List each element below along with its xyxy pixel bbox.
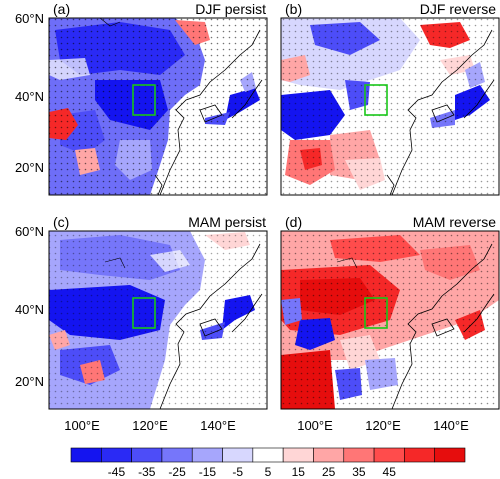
- colorbar-label-7: 25: [322, 465, 336, 479]
- lat-axis-top: 60°N 40°N 20°N: [15, 11, 44, 175]
- lon-tick-100-left: 100°E: [64, 418, 100, 433]
- panel-c: (c) MAM persist: [48, 214, 268, 410]
- colorbar-swatch-10: [373, 447, 405, 463]
- colorbar-swatch-6: [252, 447, 284, 463]
- panel-b-title: DJF reverse: [420, 1, 496, 17]
- panel-b-label: (b): [285, 1, 302, 17]
- colorbar-swatch-3: [161, 447, 193, 463]
- panel-b-box: [364, 84, 388, 116]
- colorbar-label-5: 5: [265, 465, 272, 479]
- lon-axis: 100°E 120°E 140°E 100°E 120°E 140°E: [64, 418, 469, 433]
- lat-tick-20-bottom: 20°N: [15, 374, 44, 389]
- panel-d: (d) MAM reverse: [280, 214, 500, 410]
- colorbar-swatch-4: [191, 447, 223, 463]
- colorbar-label-4: -5: [232, 465, 243, 479]
- panel-a-title: DJF persist: [195, 1, 266, 17]
- lat-tick-60-bottom: 60°N: [15, 224, 44, 239]
- colorbar-swatch-7: [282, 447, 314, 463]
- colorbar-label-2: -25: [168, 465, 186, 479]
- panel-b-field: [281, 18, 499, 195]
- colorbar-swatch-8: [313, 447, 345, 463]
- lat-tick-40-bottom: 40°N: [15, 302, 44, 317]
- panel-d-box: [364, 297, 388, 329]
- lat-axis-bottom: 60°N 40°N 20°N: [15, 224, 44, 389]
- panel-a-field: [49, 18, 267, 195]
- panel-a-label: (a): [53, 1, 70, 17]
- colorbar-swatch-0: [70, 447, 102, 463]
- colorbar-label-1: -35: [138, 465, 156, 479]
- panel-c-box: [132, 297, 156, 329]
- colorbar-swatch-12: [434, 447, 466, 463]
- panel-a-box: [132, 84, 156, 116]
- colorbar-label-6: 15: [292, 465, 306, 479]
- colorbar-label-3: -15: [199, 465, 217, 479]
- lon-tick-140-left: 140°E: [200, 418, 236, 433]
- panel-c-title: MAM persist: [188, 214, 266, 230]
- colorbar-label-8: 35: [352, 465, 366, 479]
- panel-b: (b) DJF reverse: [280, 1, 500, 196]
- lon-tick-120-right: 120°E: [365, 418, 401, 433]
- panel-a: (a) DJF persist: [48, 1, 268, 196]
- lat-tick-20-top: 20°N: [15, 160, 44, 175]
- lon-tick-120-left: 120°E: [132, 418, 168, 433]
- lat-tick-40-top: 40°N: [15, 89, 44, 104]
- colorbar-swatch-1: [101, 447, 132, 463]
- colorbar-swatch-9: [343, 447, 375, 463]
- panel-c-label: (c): [53, 214, 69, 230]
- panel-d-label: (d): [285, 214, 302, 230]
- lon-tick-100-right: 100°E: [297, 418, 333, 433]
- colorbar-swatch-2: [131, 447, 163, 463]
- lat-tick-60-top: 60°N: [15, 11, 44, 26]
- colorbar: [70, 447, 466, 463]
- colorbar-swatch-11: [404, 447, 435, 463]
- panel-d-title: MAM reverse: [413, 214, 496, 230]
- colorbar-label-9: 45: [383, 465, 397, 479]
- lon-tick-140-right: 140°E: [433, 418, 469, 433]
- panel-d-field: [281, 231, 499, 409]
- colorbar-label-0: -45: [108, 465, 126, 479]
- colorbar-labels: -45 -35 -25 -15 -5 5 15 25 35 45: [108, 465, 396, 479]
- panel-c-field: [49, 231, 267, 409]
- colorbar-swatch-5: [222, 447, 254, 463]
